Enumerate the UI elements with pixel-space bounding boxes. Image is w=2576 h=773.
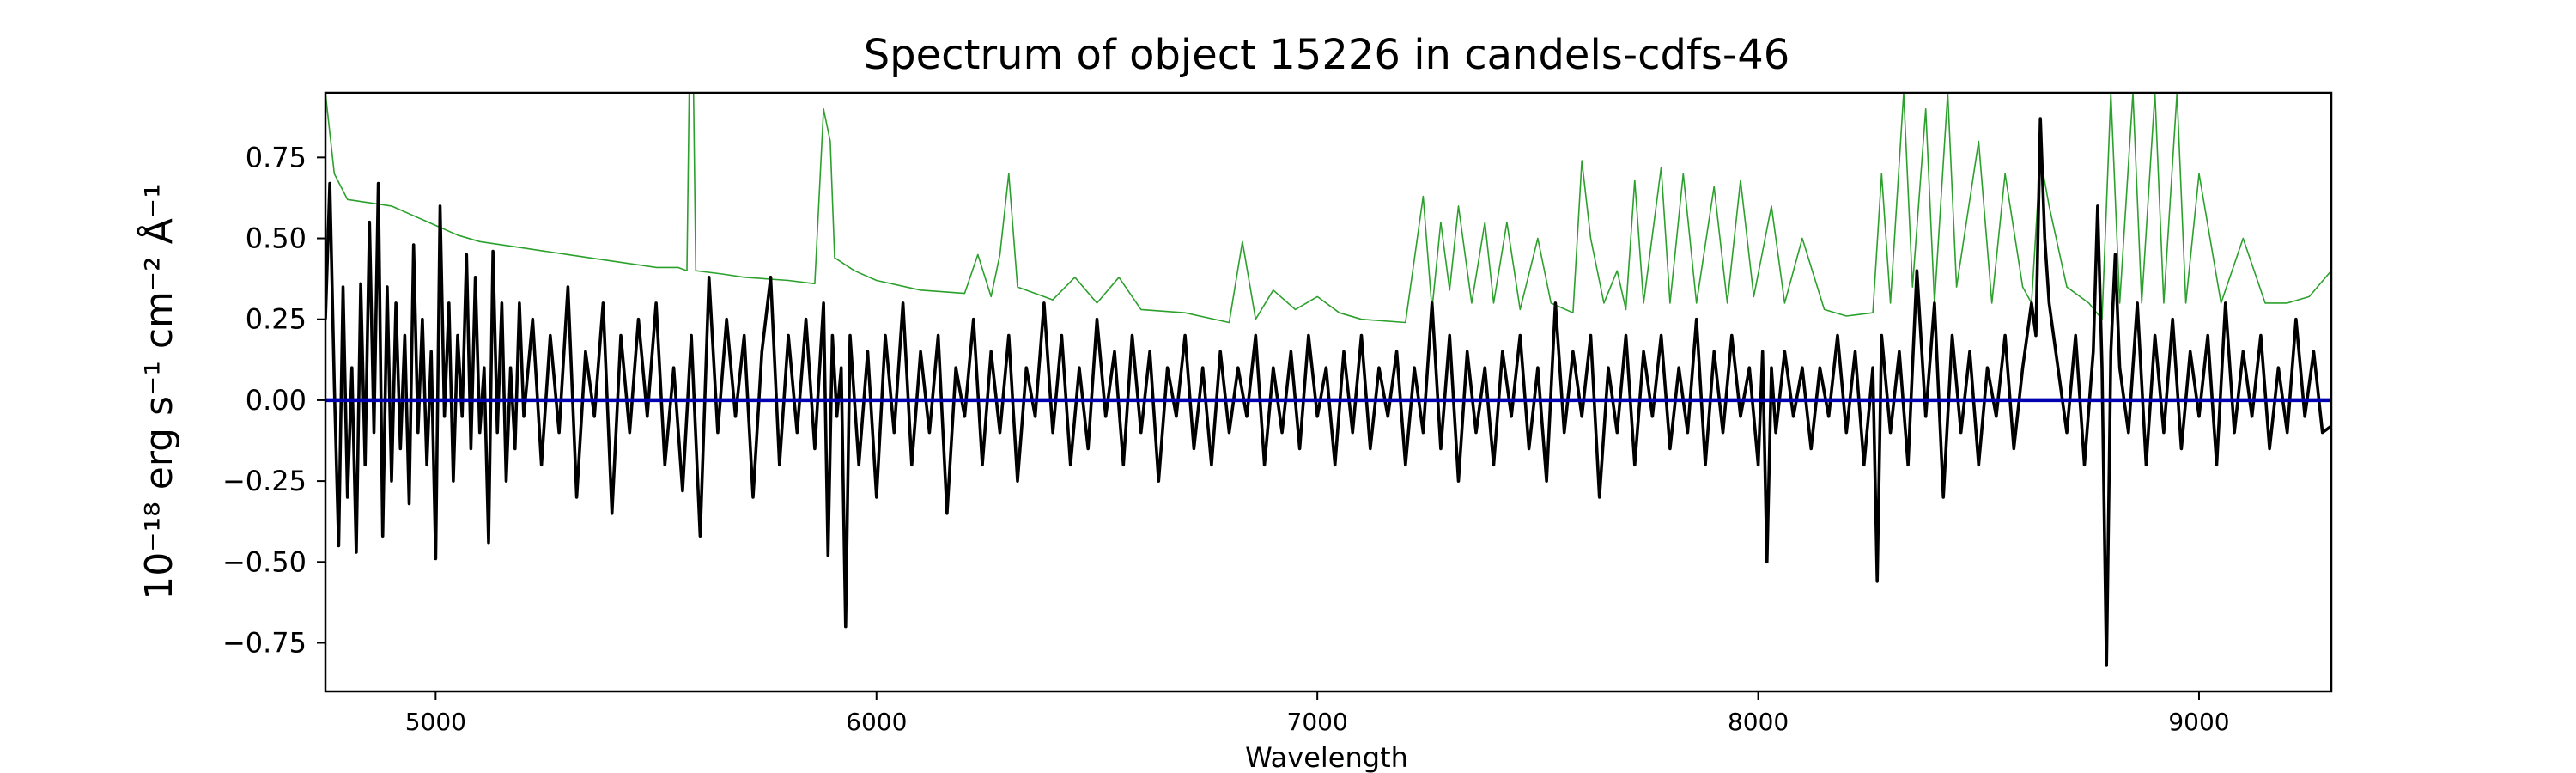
chart-title: Spectrum of object 15226 in candels-cdfs…: [864, 31, 1790, 79]
x-tick-label: 7000: [1287, 708, 1348, 736]
series-line-1: [325, 117, 2331, 667]
series-layer: [325, 93, 2331, 667]
series-line-0: [325, 93, 2331, 324]
y-tick-label: 0.25: [246, 303, 307, 336]
x-tick-label: 5000: [405, 708, 466, 736]
plot-frame: [324, 91, 2333, 693]
x-tick-label: 6000: [846, 708, 907, 736]
y-tick-label: 0.50: [246, 222, 307, 255]
y-axis-label: 10⁻¹⁸ erg s⁻¹ cm⁻² Å⁻¹: [136, 183, 181, 600]
y-tick-label: −0.25: [222, 465, 307, 497]
x-tick-label: 8000: [1728, 708, 1789, 736]
y-tick-label: −0.75: [222, 626, 307, 659]
x-axis-label: Wavelength: [1245, 741, 1408, 773]
y-tick-label: −0.50: [222, 545, 307, 578]
x-axis: 5000 6000 7000 8000 9000: [405, 691, 2230, 736]
y-tick-label: 0.75: [246, 141, 307, 173]
y-axis: 0.75 0.50 0.25 0.00 −0.25 −0.50 −0.75: [222, 141, 325, 659]
y-tick-label: 0.00: [246, 384, 307, 417]
x-tick-label: 9000: [2168, 708, 2229, 736]
